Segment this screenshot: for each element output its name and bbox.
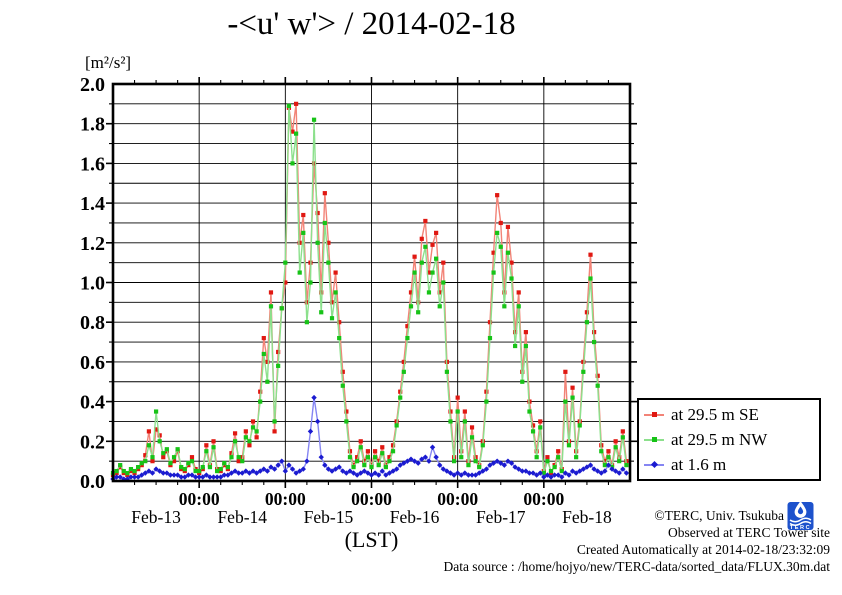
- blue-diamond-marker-icon: [644, 460, 664, 469]
- copyright-line: ©TERC, Univ. Tsukuba: [654, 508, 784, 523]
- svg-text:00:00: 00:00: [351, 489, 392, 509]
- svg-text:0.2: 0.2: [80, 431, 105, 453]
- svg-text:0.4: 0.4: [80, 392, 105, 414]
- svg-text:Feb-18: Feb-18: [562, 507, 612, 527]
- legend-label: at 1.6 m: [671, 454, 727, 474]
- legend-label: at 29.5 m NW: [671, 429, 768, 449]
- svg-text:1.4: 1.4: [80, 193, 105, 215]
- svg-text:0.0: 0.0: [80, 471, 105, 493]
- legend-entry-29.5m-se: at 29.5 m SE: [639, 403, 819, 427]
- x-tick-labels: 00:00 00:00 00:00 00:00 00:00: [179, 489, 565, 509]
- series-at-29.5-m-nw: [110, 103, 629, 476]
- green-square-marker-icon: [644, 435, 664, 444]
- svg-text:Feb-13: Feb-13: [131, 507, 181, 527]
- y-tick-labels: 0.0 0.2 0.4 0.6 0.8 1.0 1.2 1.4 1.6 1.8 2.0: [80, 74, 105, 493]
- x-date-labels: Feb-13 Feb-14 Feb-15 Feb-16 Feb-17 Feb-18: [131, 507, 612, 527]
- grid-lines: [113, 84, 630, 481]
- terc-logo: TERC: [787, 501, 814, 531]
- x-axis-label: (LST): [344, 527, 399, 552]
- legend-entry-29.5m-nw: at 29.5 m NW: [639, 428, 819, 452]
- svg-text:00:00: 00:00: [437, 489, 478, 509]
- legend-box: at 29.5 m SE at 29.5 m NW at 1.6 m: [637, 398, 821, 481]
- svg-text:00:00: 00:00: [523, 489, 564, 509]
- terc-logo-text: TERC: [790, 525, 811, 531]
- svg-text:0.8: 0.8: [80, 312, 105, 334]
- footer-credits: ©TERC, Univ. Tsukuba Observed at TERC To…: [443, 507, 830, 575]
- legend-label: at 29.5 m SE: [671, 404, 759, 424]
- plot-border: [111, 82, 632, 483]
- svg-text:Feb-15: Feb-15: [304, 507, 354, 527]
- svg-text:0.6: 0.6: [80, 352, 105, 374]
- legend-entry-1.6m: at 1.6 m: [639, 453, 819, 477]
- svg-text:Feb-16: Feb-16: [390, 507, 440, 527]
- svg-text:1.6: 1.6: [80, 153, 105, 175]
- observed-line: Observed at TERC Tower site: [667, 525, 830, 540]
- svg-text:2.0: 2.0: [80, 74, 105, 96]
- svg-text:00:00: 00:00: [179, 489, 220, 509]
- data-source-line: Data source : /home/hojyo/new/TERC-data/…: [443, 559, 830, 574]
- svg-text:Feb-14: Feb-14: [217, 507, 267, 527]
- svg-text:00:00: 00:00: [265, 489, 306, 509]
- chart-title: -<u' w'> / 2014-02-18: [227, 6, 516, 42]
- series-at-29.5-m-se: [110, 101, 629, 478]
- svg-text:1.2: 1.2: [80, 233, 105, 255]
- y-axis-unit-label: [m²/s²]: [85, 53, 132, 72]
- svg-text:1.8: 1.8: [80, 114, 105, 136]
- red-square-marker-icon: [644, 410, 664, 419]
- svg-text:1.0: 1.0: [80, 273, 105, 295]
- created-line: Created Automatically at 2014-02-18/23:3…: [576, 542, 830, 557]
- svg-text:Feb-17: Feb-17: [476, 507, 526, 527]
